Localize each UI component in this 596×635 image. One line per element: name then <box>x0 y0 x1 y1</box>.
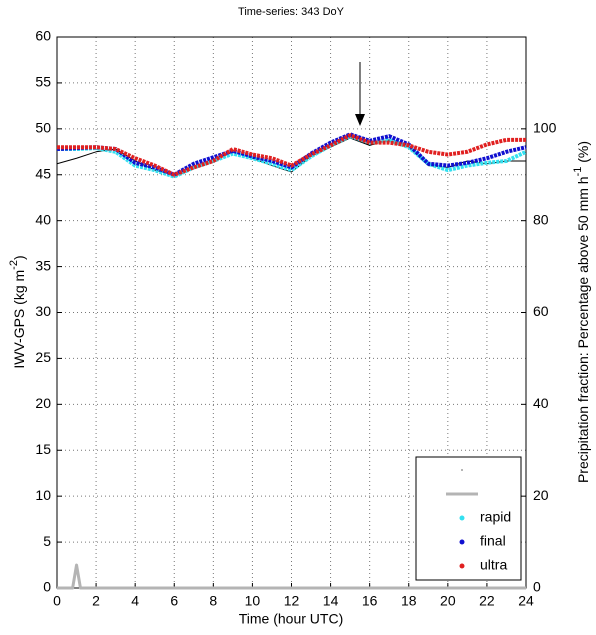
y2-tick-label: 0 <box>533 579 541 595</box>
y2-label-sup: -1 <box>572 167 584 177</box>
x-axis-label: Time (hour UTC) <box>239 611 344 627</box>
x-tick-label: 12 <box>284 593 300 609</box>
y2-tick-label: 20 <box>533 487 549 503</box>
legend-symbol <box>461 469 463 471</box>
y-tick-label: 25 <box>35 349 51 365</box>
x-tick-label: 18 <box>401 593 417 609</box>
x-tick-label: 6 <box>170 593 178 609</box>
y-tick-label: 30 <box>35 303 51 319</box>
legend-symbol <box>459 515 465 521</box>
y2-axis-label: Precipitation fraction: Percentage above… <box>572 141 591 483</box>
x-tick-label: 8 <box>209 593 217 609</box>
y2-tick-label: 80 <box>533 211 549 227</box>
x-tick-label: 0 <box>53 593 61 609</box>
y2-tick-label: 100 <box>533 120 557 136</box>
legend-box <box>415 456 522 581</box>
y-tick-label: 20 <box>35 395 51 411</box>
annotation-arrowhead <box>355 114 365 126</box>
x-tick-label: 14 <box>323 593 339 609</box>
chart-title: Time-series: 343 DoY <box>238 6 345 18</box>
legend-label: final <box>480 533 506 549</box>
y-axis-label: IWV-GPS (kg m-2) <box>8 255 27 368</box>
x-tick-label: 2 <box>92 593 100 609</box>
series-line <box>57 133 526 177</box>
x-tick-label: 20 <box>440 593 456 609</box>
legend-label: rapid <box>480 509 511 525</box>
y2-label-tail: (%) <box>575 141 591 167</box>
series-line <box>57 134 527 179</box>
y-tick-label: 35 <box>35 257 51 273</box>
y-tick-label: 55 <box>35 74 51 90</box>
x-tick-label: 4 <box>131 593 139 609</box>
y-tick-label: 10 <box>35 487 51 503</box>
y2-tick-label: 60 <box>533 303 549 319</box>
x-tick-label: 22 <box>479 593 495 609</box>
x-tick-label: 10 <box>245 593 261 609</box>
legend-symbol <box>459 563 465 569</box>
y-tick-label: 60 <box>35 28 51 44</box>
y-label-sup: -2 <box>8 260 20 270</box>
y-tick-label: 45 <box>35 165 51 181</box>
x-tick-label: 16 <box>362 593 378 609</box>
y-tick-label: 0 <box>43 579 51 595</box>
y-tick-label: 50 <box>35 120 51 136</box>
legend-label: ultra <box>480 557 507 573</box>
y2-label-main: Precipitation fraction: Percentage above… <box>575 176 591 483</box>
y-tick-label: 40 <box>35 211 51 227</box>
legend-symbol <box>459 539 465 545</box>
y-label-tail: ) <box>11 255 27 260</box>
y-tick-label: 15 <box>35 441 51 457</box>
y-label-main: IWV-GPS (kg m <box>11 270 27 369</box>
y-tick-label: 5 <box>43 533 51 549</box>
x-tick-label: 24 <box>518 593 534 609</box>
y2-tick-label: 40 <box>533 395 549 411</box>
series-line <box>57 563 526 590</box>
